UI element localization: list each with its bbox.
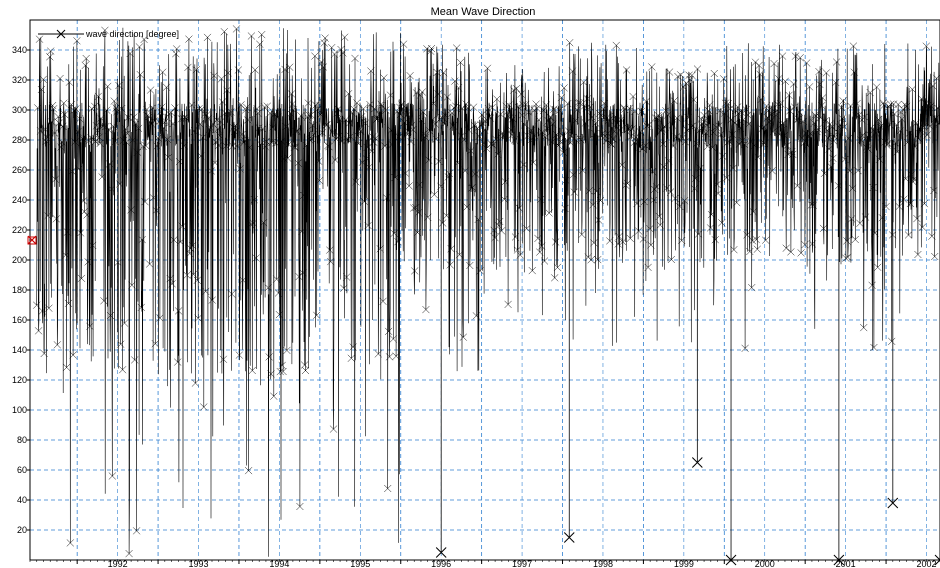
x-tick-label: 1992	[108, 559, 128, 568]
y-tick-label: 160	[12, 315, 27, 325]
x-tick-label: 2002	[917, 559, 937, 568]
x-tick-label: 1997	[512, 559, 532, 568]
y-tick-label: 240	[12, 195, 27, 205]
series-markers	[33, 25, 940, 558]
outlier-marker	[934, 554, 940, 566]
x-tick-label: 2001	[836, 559, 856, 568]
y-tick-label: 80	[17, 435, 27, 445]
y-tick-label: 120	[12, 375, 27, 385]
x-axis: 1992 1993 1994 1995 1996 1997 1998 1999 2000 2001…	[29, 559, 940, 568]
legend-marker-icon	[56, 29, 66, 39]
y-axis: 20 40 60 80 100 120 140 160 180 200 220 240 260 280 30…	[12, 45, 30, 535]
outlier-marker	[435, 547, 447, 558]
x-tick-label: 1999	[674, 559, 694, 568]
y-tick-label: 200	[12, 255, 27, 265]
outlier-marker	[887, 497, 899, 509]
y-tick-label: 340	[12, 45, 27, 55]
outlier-marker	[563, 532, 575, 543]
y-tick-label: 180	[12, 285, 27, 295]
y-tick-label: 300	[12, 105, 27, 115]
y-tick-label: 260	[12, 165, 27, 175]
outlier-markers	[435, 147, 940, 566]
x-tick-label: 1998	[593, 559, 613, 568]
x-tick-label: 2000	[755, 559, 775, 568]
y-tick-label: 100	[12, 405, 27, 415]
y-tick-label: 320	[12, 75, 27, 85]
y-tick-label: 280	[12, 135, 27, 145]
x-tick-label: 1995	[350, 559, 370, 568]
y-tick-label: 220	[12, 225, 27, 235]
legend: wave direction [degree]	[38, 29, 179, 39]
x-tick-label: 1993	[189, 559, 209, 568]
x-tick-label: 1994	[269, 559, 289, 568]
series-wave-direction	[33, 25, 940, 558]
legend-label: wave direction [degree]	[85, 29, 179, 39]
legend-swatch-box	[27, 236, 37, 245]
y-tick-label: 140	[12, 345, 27, 355]
y-tick-label: 20	[17, 525, 27, 535]
outlier-marker	[691, 457, 703, 468]
series-line	[36, 27, 940, 557]
chart-title: Mean Wave Direction	[431, 6, 536, 18]
y-tick-label: 40	[17, 495, 27, 505]
x-tick-label: 1996	[431, 559, 451, 568]
grid	[30, 20, 940, 560]
y-tick-label: 60	[17, 465, 27, 475]
